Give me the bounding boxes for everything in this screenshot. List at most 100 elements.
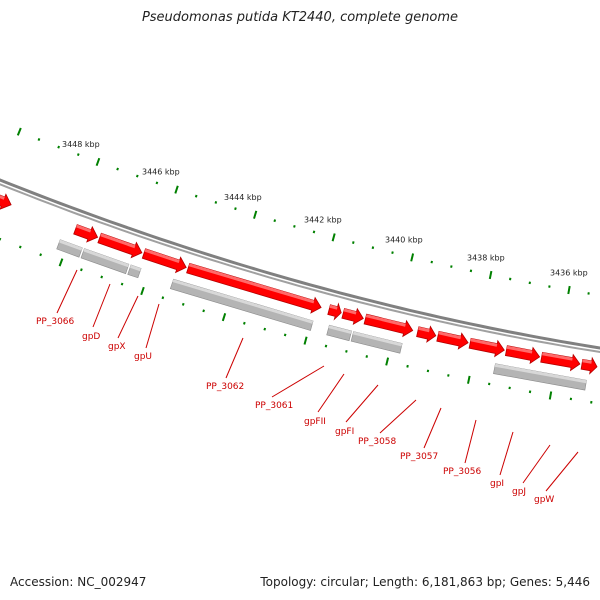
outer-tick [155,181,159,185]
reverse-gene-highlight [59,239,83,251]
outer-tick [371,246,375,250]
inner-tick [181,302,185,306]
forward-gene-arrow [186,262,322,314]
forward-gene-highlight [506,345,533,354]
outer-tick [37,138,41,141]
gene-label: gpFII [304,417,326,427]
genome-backbone [0,178,600,354]
reverse-gene-highlight [83,248,129,268]
reverse-gene-bar [169,278,314,331]
scale-label: 3438 kbp [467,253,505,262]
outer-tick [234,207,237,211]
label-leader-lines [56,269,579,492]
inner-tick [140,286,145,296]
gene-label: gpW [534,495,554,505]
gene-label: gpD [82,332,100,342]
forward-gene-arrow [363,313,414,338]
inner-tick [385,357,390,366]
gene-label: gpFI [335,427,354,437]
scale-label: 3444 kbp [224,193,262,202]
inner-tick [406,364,409,368]
leader-line [317,373,345,413]
inner-tick-marks [0,237,593,404]
gene-label: gpU [134,352,152,362]
forward-gene-highlight [438,331,462,340]
leader-line [423,407,442,449]
outer-tick [214,201,218,204]
outer-tick [76,153,80,157]
outer-tick [135,174,139,178]
forward-gene-arrow [73,224,99,243]
page-title: Pseudomonas putida KT2440, complete geno… [141,10,459,25]
reverse-gene-highlight [352,331,403,347]
accession-text: Accession: NC_002947 [10,575,147,589]
gene-label: PP_3066 [36,317,75,327]
inner-tick [508,386,511,390]
leader-line [545,451,579,492]
outer-tick [331,233,336,242]
reverse-gene-highlight [130,264,142,272]
outer-tick [410,253,415,262]
forward-gene-highlight [542,352,573,361]
forward-gene-highlight [100,233,136,249]
outer-tick [352,241,355,245]
forward-gene-arrow [540,351,581,372]
forward-gene-highlight [470,338,498,347]
scale-label: 3446 kbp [142,167,180,176]
inner-tick [263,327,267,331]
forward-gene-highlight [343,308,357,315]
reverse-gene-highlight [172,279,314,324]
inner-tick [202,309,205,313]
leader-line [522,444,551,484]
inner-tick [120,282,124,286]
reverse-gene-highlight [328,325,352,334]
inner-tick [161,296,165,300]
outer-tick [174,185,179,194]
outer-tick [391,251,394,255]
outer-tick [116,167,119,171]
inner-tick [221,312,227,322]
outer-tick [567,285,571,295]
leader-line [345,384,379,423]
gene-label: PP_3062 [206,382,244,392]
leader-line [117,295,139,339]
outer-tick [430,260,433,264]
outer-tick [273,219,277,223]
gene-label: PP_3057 [400,452,438,462]
inner-tick [100,275,104,279]
outer-tick [488,270,493,280]
inner-tick [18,245,22,249]
inner-tick [528,390,532,394]
inner-tick [58,258,64,267]
outer-tick [253,210,258,219]
outer-tick [450,265,453,268]
inner-tick [80,268,83,272]
backbone-line-outer [0,178,600,350]
forward-gene-highlight [188,263,315,304]
reverse-gene-highlight [494,363,587,384]
gene-label: PP_3061 [255,401,293,411]
outer-tick [95,157,101,167]
outer-tick [16,127,22,136]
forward-gene-arrow [0,193,12,210]
leader-line [225,337,244,379]
scale-label: 3448 kbp [62,140,100,149]
scale-label: 3440 kbp [385,236,423,245]
gene-label: gpX [108,342,126,352]
outer-tick [194,194,198,198]
forward-gene-highlight [76,224,92,233]
forward-gene-arrow [341,307,364,326]
inner-tick [303,336,308,345]
gene-label: PP_3058 [358,437,397,447]
inner-tick [39,253,43,257]
backbone-line-inner [0,183,600,354]
forward-gene-arrow [141,248,187,274]
genome-summary-text: Topology: circular; Length: 6,181,863 bp… [260,575,590,589]
inner-tick [365,355,368,358]
forward-strand-genes [0,193,598,375]
outer-tick [312,230,316,234]
forward-gene-highlight [418,326,430,333]
inner-tick [426,369,430,373]
forward-gene-arrow [436,330,469,350]
gene-label: PP_3056 [443,467,482,477]
